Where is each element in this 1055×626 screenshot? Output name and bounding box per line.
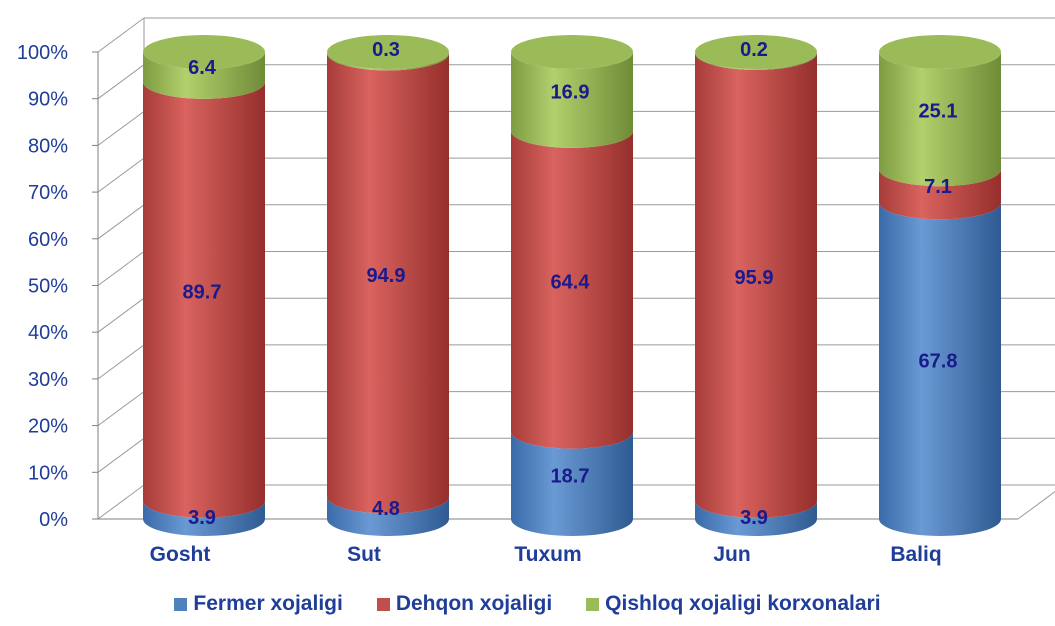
legend-swatch-fermer (174, 597, 188, 611)
cylinder-segment-jun-0 (695, 500, 817, 536)
data-label-sut-2: 0.3 (372, 39, 400, 61)
legend-label-dehqon: Dehqon xojaligi (395, 592, 553, 615)
gridline-diagonal (97, 437, 145, 473)
cylinder-top-baliq (879, 35, 1001, 69)
x-category-label-sut: Sut (347, 543, 381, 566)
data-label-baliq-1: 7.1 (924, 176, 952, 198)
data-label-gosht-2: 6.4 (188, 57, 217, 79)
cylinder-segment-gosht-0 (143, 500, 265, 536)
data-label-baliq-0: 67.8 (919, 351, 958, 373)
cylinder-segment-sut-1 (327, 53, 449, 514)
gridline-diagonal (97, 297, 145, 333)
data-label-baliq-2: 25.1 (919, 101, 958, 123)
gridline-diagonal (97, 157, 145, 193)
cylinder-segment-tuxum-0 (511, 431, 633, 536)
y-tick-label: 80% (28, 135, 68, 157)
x-category-label-baliq: Baliq (890, 543, 941, 566)
legend: Fermer xojaligi Dehqon xojaligi Qishloq … (0, 592, 1055, 616)
y-tick-label: 40% (28, 322, 68, 344)
cylinder-segment-baliq-2 (879, 52, 1001, 187)
cylinders (143, 35, 1001, 536)
cylinder-segment-tuxum-1 (511, 130, 633, 449)
legend-swatch-dehqon (376, 597, 390, 611)
y-tick-label: 90% (28, 89, 68, 111)
data-label-tuxum-1: 64.4 (551, 271, 591, 293)
y-tick-label: 60% (28, 229, 68, 251)
data-label-tuxum-2: 16.9 (551, 81, 590, 103)
cylinder-top-tuxum (511, 35, 633, 69)
data-label-gosht-0: 3.9 (188, 507, 216, 529)
cylinder-segment-baliq-1 (879, 169, 1001, 220)
x-category-label-tuxum: Tuxum (514, 543, 581, 566)
gridline-diagonal (97, 391, 145, 427)
legend-label-fermer: Fermer xojaligi (193, 592, 343, 615)
axes: 0% 10% 20% 30% 40% 50% 60% 70% 80% 90% 100% Gosht Su… (17, 42, 1018, 566)
legend-item-dehqon: Dehqon xojaligi (376, 592, 553, 616)
cylinder-segment-sut-0 (327, 496, 449, 536)
y-tick-label: 0% (39, 509, 68, 531)
gridline-diagonal (97, 17, 145, 53)
cylinder-segment-jun-1 (695, 52, 817, 518)
cylinder-segment-gosht-1 (143, 81, 265, 518)
x-category-label-gosht: Gosht (150, 543, 211, 566)
legend-swatch-qishloq (586, 597, 600, 611)
floor-edge-right (1017, 491, 1055, 520)
data-label-jun-1: 95.9 (735, 267, 774, 289)
cylinder-top-sut (327, 35, 449, 69)
data-label-jun-2: 0.2 (740, 39, 768, 61)
data-label-sut-0: 4.8 (372, 498, 400, 520)
legend-label-qishloq: Qishloq xojaligi korxonalari (605, 592, 881, 615)
y-tick-label: 70% (28, 182, 68, 204)
gridline-diagonal (97, 344, 145, 380)
y-tick-label: 30% (28, 369, 68, 391)
cylinder-top-gosht (143, 35, 265, 69)
gridline-diagonal (97, 484, 145, 520)
x-category-label-jun: Jun (713, 543, 750, 566)
cylinder-segment-baliq-0 (879, 202, 1001, 536)
legend-item-fermer: Fermer xojaligi (174, 592, 343, 616)
data-label-jun-0: 3.9 (740, 507, 768, 529)
gridline-diagonal (97, 204, 145, 240)
cylinder-segment-tuxum-2 (511, 52, 633, 148)
data-label-tuxum-0: 18.7 (551, 465, 590, 487)
y-tick-label: 20% (28, 416, 68, 438)
y-tick-label: 50% (28, 276, 68, 298)
y-tick-label: 10% (28, 462, 68, 484)
data-labels: 3.9 89.7 6.4 4.8 94.9 0.3 18.7 64.4 16.9 3.9 95.9 0… (183, 39, 958, 529)
data-label-sut-1: 94.9 (367, 265, 406, 287)
gridline-diagonal (97, 251, 145, 286)
data-label-gosht-1: 89.7 (183, 281, 222, 303)
gridline-diagonal (97, 64, 145, 100)
legend-item-qishloq: Qishloq xojaligi korxonalari (586, 592, 881, 616)
y-tick-label: 100% (17, 42, 68, 64)
cylinder-top-jun (695, 35, 817, 69)
cylinder-segment-gosht-2 (143, 52, 265, 99)
gridline-diagonal (97, 110, 145, 146)
